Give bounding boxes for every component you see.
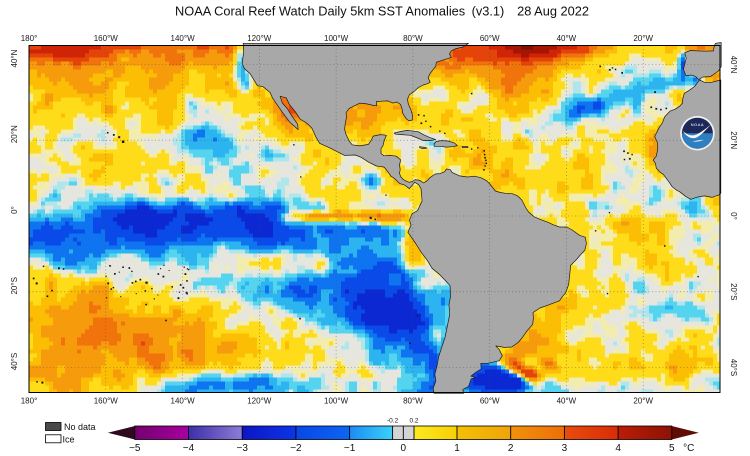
svg-text:NOAA Coral Reef Watch Daily 5k: NOAA Coral Reef Watch Daily 5km SST Anom… bbox=[175, 4, 589, 19]
